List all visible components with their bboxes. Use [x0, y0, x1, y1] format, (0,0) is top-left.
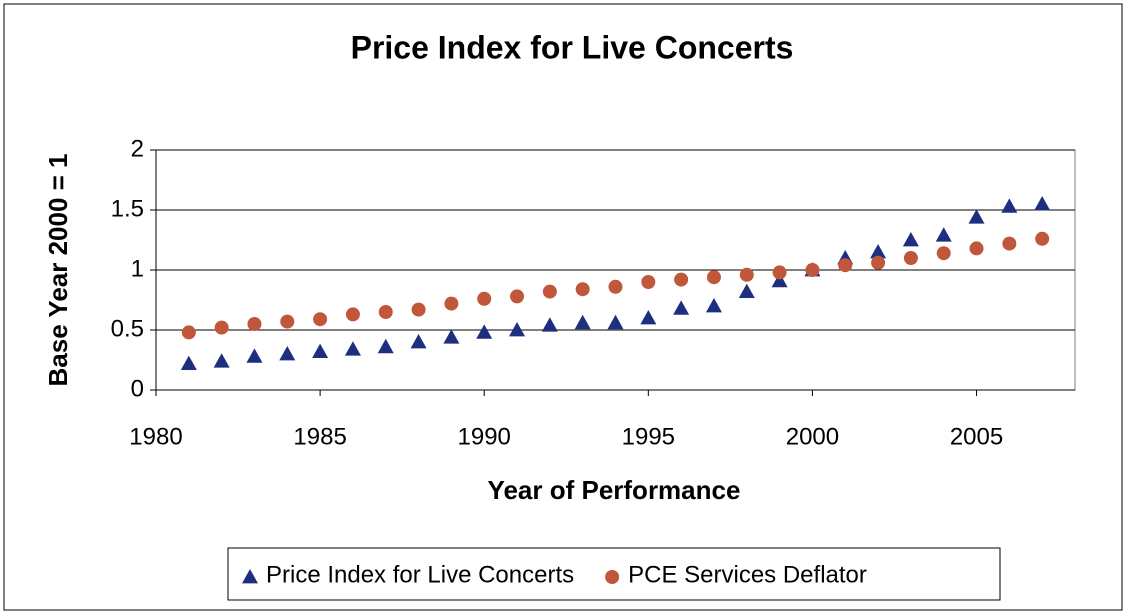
data-point — [1034, 196, 1051, 211]
data-point — [772, 265, 787, 280]
data-point — [838, 258, 853, 273]
data-point — [673, 300, 690, 315]
data-point — [180, 355, 197, 370]
data-point — [377, 338, 394, 354]
x-tick-label: 1990 — [458, 423, 511, 450]
data-point — [607, 314, 624, 330]
data-point — [246, 348, 263, 363]
y-tick-label: 1 — [131, 255, 144, 282]
data-point — [280, 314, 295, 329]
data-point — [608, 279, 623, 294]
data-point — [706, 270, 721, 285]
data-point — [509, 322, 526, 337]
data-point — [214, 320, 229, 335]
data-point — [247, 317, 262, 331]
data-point — [968, 209, 985, 224]
data-point — [541, 317, 558, 332]
data-point — [871, 255, 886, 270]
data-point — [805, 263, 820, 277]
data-point — [575, 282, 590, 297]
data-point — [674, 272, 689, 287]
legend-marker — [605, 570, 620, 584]
data-point — [640, 310, 657, 325]
data-point — [476, 324, 493, 339]
data-point — [279, 346, 296, 361]
legend-marker — [242, 569, 258, 584]
y-tick-label: 1.5 — [111, 195, 144, 222]
x-tick-label: 1995 — [622, 423, 675, 450]
y-tick-label: 2 — [131, 135, 144, 162]
data-point — [312, 343, 329, 358]
data-point — [902, 232, 919, 247]
x-axis-label: Year of Performance — [488, 475, 741, 505]
data-point — [410, 334, 427, 349]
data-point — [477, 291, 492, 306]
data-point — [936, 246, 951, 261]
data-point — [313, 312, 328, 327]
y-tick-label: 0 — [131, 375, 144, 402]
data-point — [969, 241, 984, 256]
data-point — [411, 302, 426, 317]
data-point — [443, 329, 460, 344]
data-point — [444, 296, 459, 311]
data-point — [738, 283, 755, 298]
data-point — [771, 272, 788, 288]
data-point — [870, 244, 887, 259]
x-tick-label: 2000 — [786, 423, 839, 450]
data-point — [705, 298, 722, 313]
data-point — [641, 275, 656, 289]
data-point — [1035, 231, 1050, 246]
data-point — [1002, 236, 1017, 251]
x-tick-label: 1980 — [129, 423, 182, 450]
y-tick-label: 0.5 — [111, 315, 144, 342]
x-tick-label: 1985 — [293, 423, 346, 450]
x-tick-label: 2005 — [950, 423, 1003, 450]
y-axis-label: Base Year 2000 = 1 — [43, 153, 73, 386]
data-point — [345, 307, 360, 322]
data-point — [181, 325, 196, 340]
data-point — [213, 353, 230, 368]
data-point — [510, 289, 525, 304]
legend-label: Price Index for Live Concerts — [266, 561, 574, 588]
data-point — [903, 251, 918, 265]
data-point — [935, 227, 952, 242]
data-point — [739, 267, 754, 282]
data-point — [574, 314, 591, 330]
legend-label: PCE Services Deflator — [628, 561, 867, 588]
chart-title: Price Index for Live Concerts — [351, 29, 794, 65]
data-point — [378, 305, 393, 319]
data-point — [344, 341, 361, 356]
data-point — [1001, 198, 1018, 213]
data-point — [542, 284, 557, 299]
